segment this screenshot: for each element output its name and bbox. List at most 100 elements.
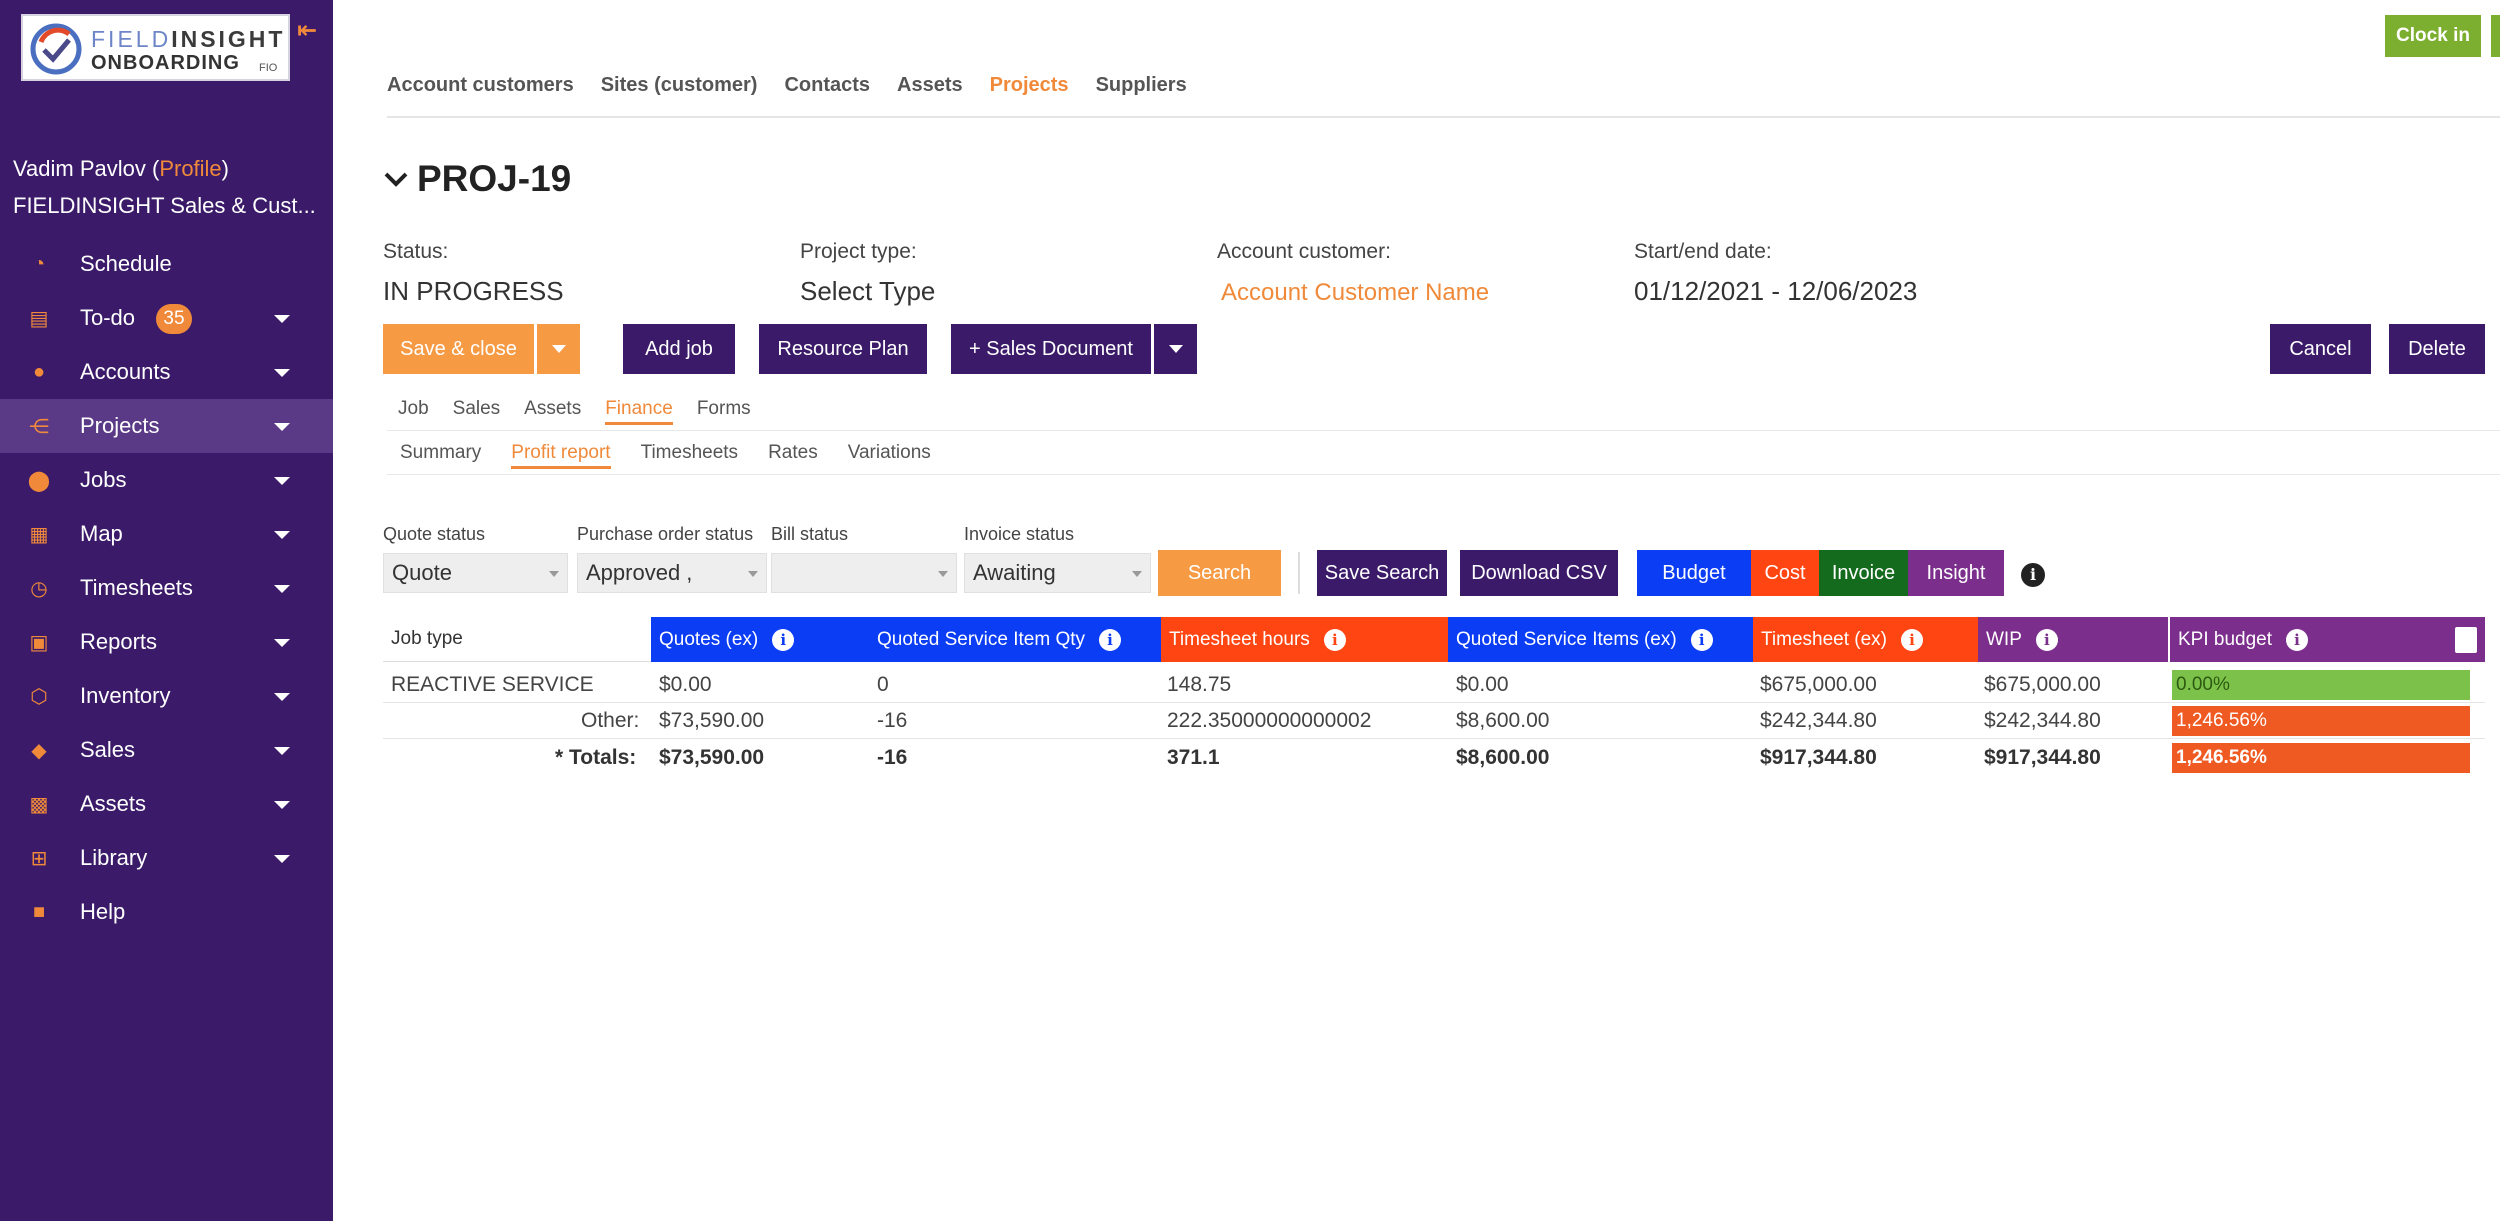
- budget-toggle[interactable]: Budget: [1637, 550, 1751, 596]
- cancel-button[interactable]: Cancel: [2270, 324, 2371, 374]
- collapse-sidebar-icon[interactable]: ⇤: [297, 17, 318, 44]
- sidebar-item-help[interactable]: ■ Help: [0, 885, 333, 939]
- tab-variations[interactable]: Variations: [847, 442, 931, 463]
- tab-assets[interactable]: Assets: [524, 398, 582, 419]
- column-header-kpi-budget[interactable]: KPI budget i: [2170, 617, 2485, 662]
- save-search-button[interactable]: Save Search: [1317, 550, 1447, 596]
- tab-job[interactable]: Job: [398, 398, 429, 419]
- sidebar-item-label: Jobs: [80, 467, 127, 492]
- chevron-down-icon[interactable]: [274, 315, 290, 323]
- jobs-icon: ⬤: [27, 469, 51, 492]
- sidebar-item-jobs[interactable]: ⬤ Jobs: [0, 453, 333, 507]
- info-icon[interactable]: i: [2286, 628, 2309, 651]
- bill-status-select[interactable]: [771, 553, 957, 593]
- sidebar-item-todo[interactable]: ▤ To-do 35: [0, 291, 333, 345]
- sales-document-button[interactable]: + Sales Document: [951, 324, 1151, 374]
- sidebar-item-schedule[interactable]: ◔ Schedule: [0, 237, 333, 291]
- tab-sites[interactable]: Sites (customer): [600, 74, 758, 96]
- start-end-date-value[interactable]: 01/12/2021 - 12/06/2023: [1634, 276, 1918, 306]
- library-icon: ⊞: [30, 847, 48, 870]
- column-header-quoted-service-qty[interactable]: Quoted Service Item Qty i: [869, 617, 1161, 662]
- sidebar-item-sales[interactable]: ◆ Sales: [0, 723, 333, 777]
- info-icon[interactable]: i: [772, 628, 795, 651]
- cell-qsi-ex: $8,600.00: [1456, 709, 1550, 732]
- tab-suppliers[interactable]: Suppliers: [1095, 74, 1187, 96]
- column-header-quotes-ex[interactable]: Quotes (ex) i: [651, 617, 869, 662]
- column-header-timesheet-hours[interactable]: Timesheet hours i: [1161, 617, 1448, 662]
- sidebar-item-label: To-do: [80, 305, 136, 330]
- download-csv-button[interactable]: Download CSV: [1460, 550, 1618, 596]
- cost-toggle[interactable]: Cost: [1751, 550, 1819, 596]
- column-header-job-type[interactable]: Job type: [383, 617, 651, 662]
- info-icon[interactable]: i: [1901, 628, 1923, 651]
- chevron-down-icon[interactable]: [383, 166, 409, 192]
- sidebar-item-map[interactable]: ▦ Map: [0, 507, 333, 561]
- todo-count-badge: 35: [156, 304, 192, 334]
- info-icon[interactable]: i: [2021, 563, 2045, 587]
- chevron-down-icon: [549, 571, 559, 577]
- app-logo[interactable]: FIELDINSIGHT ONBOARDING FIO: [21, 14, 290, 81]
- tab-assets[interactable]: Assets: [897, 74, 963, 96]
- calculator-icon[interactable]: [2455, 627, 2477, 653]
- project-code: PROJ-19: [417, 158, 572, 199]
- quote-status-select[interactable]: Quote: [383, 553, 568, 593]
- sidebar-item-projects[interactable]: ⋲ Projects: [0, 399, 333, 453]
- sidebar-item-timesheets[interactable]: ◷ Timesheets: [0, 561, 333, 615]
- tab-projects[interactable]: Projects: [989, 74, 1069, 96]
- sidebar-item-assets[interactable]: ▩ Assets: [0, 777, 333, 831]
- chevron-down-icon[interactable]: [274, 639, 290, 647]
- clock-in-button[interactable]: Clock in: [2385, 15, 2481, 57]
- sales-document-dropdown[interactable]: [1154, 324, 1197, 374]
- cell-wip: $242,344.80: [1984, 709, 2101, 732]
- chevron-down-icon[interactable]: [274, 369, 290, 377]
- chevron-down-icon[interactable]: [274, 693, 290, 701]
- chevron-down-icon[interactable]: [274, 855, 290, 863]
- insight-toggle[interactable]: Insight: [1908, 550, 2004, 596]
- sidebar-nav: ◔ Schedule ▤ To-do 35 ● Accounts ⋲ Proje…: [0, 237, 333, 939]
- sidebar-item-accounts[interactable]: ● Accounts: [0, 345, 333, 399]
- chevron-down-icon[interactable]: [274, 531, 290, 539]
- tab-sales[interactable]: Sales: [452, 398, 501, 419]
- info-icon[interactable]: i: [2035, 628, 2058, 651]
- save-options-dropdown[interactable]: [537, 324, 580, 374]
- column-header-wip[interactable]: WIP i: [1978, 617, 2168, 662]
- delete-button[interactable]: Delete: [2389, 324, 2485, 374]
- profile-link[interactable]: Profile: [159, 156, 222, 181]
- tab-rates[interactable]: Rates: [768, 442, 818, 463]
- tab-contacts[interactable]: Contacts: [784, 74, 871, 96]
- resource-plan-button[interactable]: Resource Plan: [759, 324, 927, 374]
- tab-timesheets[interactable]: Timesheets: [640, 442, 739, 463]
- column-header-timesheet-ex[interactable]: Timesheet (ex) i: [1753, 617, 1978, 662]
- po-status-select[interactable]: Approved ,: [577, 553, 767, 593]
- tab-profit-report[interactable]: Profit report: [511, 442, 611, 469]
- chevron-down-icon[interactable]: [274, 747, 290, 755]
- tab-summary[interactable]: Summary: [400, 442, 482, 463]
- sidebar-item-reports[interactable]: ▣ Reports: [0, 615, 333, 669]
- info-icon[interactable]: i: [1690, 628, 1713, 651]
- invoice-status-select[interactable]: Awaiting: [964, 553, 1151, 593]
- chevron-down-icon[interactable]: [274, 477, 290, 485]
- search-button[interactable]: Search: [1158, 550, 1281, 596]
- project-type-select[interactable]: Select Type: [800, 276, 936, 306]
- cell-wip: $917,344.80: [1984, 746, 2101, 769]
- chevron-down-icon[interactable]: [274, 423, 290, 431]
- add-job-button[interactable]: Add job: [623, 324, 735, 374]
- invoice-toggle[interactable]: Invoice: [1819, 550, 1908, 596]
- page-title[interactable]: PROJ-19: [383, 158, 571, 200]
- chevron-down-icon[interactable]: [274, 585, 290, 593]
- account-customer-link[interactable]: Account Customer Name: [1221, 279, 1490, 306]
- info-icon[interactable]: i: [1099, 628, 1122, 651]
- tab-account-customers[interactable]: Account customers: [387, 74, 574, 96]
- table-row[interactable]: Other: $73,590.00 -16 222.35000000000002…: [383, 703, 2485, 739]
- save-close-button[interactable]: Save & close: [383, 324, 534, 374]
- tab-forms[interactable]: Forms: [696, 398, 751, 419]
- info-icon[interactable]: i: [1323, 628, 1346, 651]
- cell-wip: $675,000.00: [1984, 673, 2101, 696]
- chevron-down-icon[interactable]: [274, 801, 290, 809]
- column-header-quoted-service-items-ex[interactable]: Quoted Service Items (ex) i: [1448, 617, 1753, 662]
- sidebar-item-inventory[interactable]: ⬡ Inventory: [0, 669, 333, 723]
- tab-finance[interactable]: Finance: [605, 398, 673, 425]
- sidebar-item-library[interactable]: ⊞ Library: [0, 831, 333, 885]
- table-row[interactable]: REACTIVE SERVICE $0.00 0 148.75 $0.00 $6…: [383, 667, 2485, 703]
- sidebar-item-label: Inventory: [80, 683, 171, 708]
